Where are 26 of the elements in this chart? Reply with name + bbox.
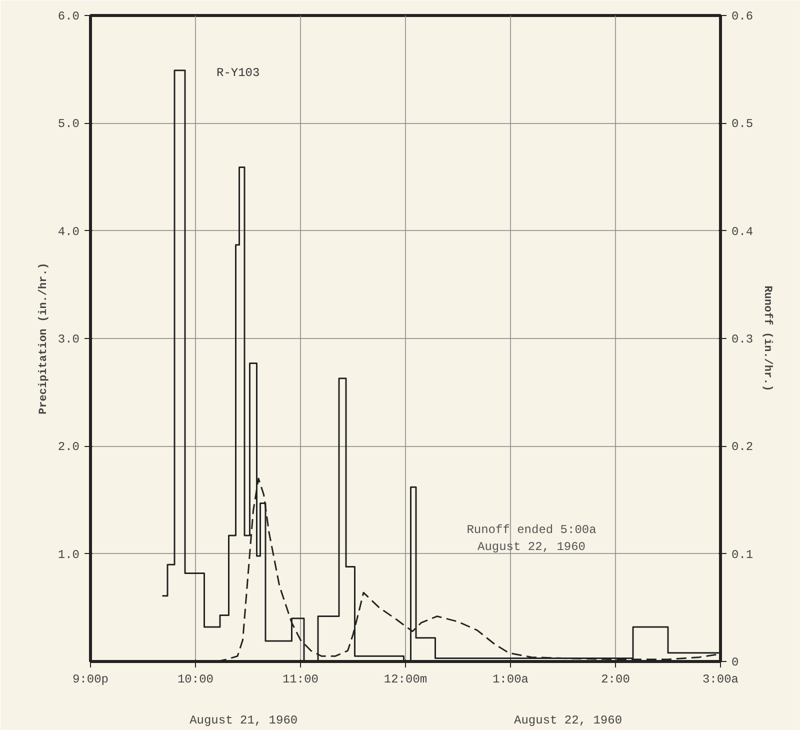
- x-tick-label: 12:00m: [384, 672, 428, 686]
- y2-tick-label: 0.2: [732, 440, 754, 454]
- y2-axis-title: Runoff (in./hr.): [761, 286, 774, 392]
- y-tick-label: 1.0: [58, 548, 80, 562]
- x-tick-label: 9:00p: [72, 672, 109, 686]
- x-tick-label: 1:00a: [492, 672, 529, 686]
- x-tick-label: 2:00: [601, 672, 630, 686]
- x-tick-label: 3:00a: [702, 672, 739, 686]
- y2-tick-label: 0.5: [732, 117, 754, 132]
- annotation: R-Y103: [216, 66, 260, 80]
- y-tick-label: 3.0: [58, 332, 80, 346]
- text: August 22, 1960: [514, 714, 622, 728]
- text: August 21, 1960: [190, 714, 298, 728]
- y2-tick-label: 0.4: [732, 224, 754, 239]
- y-tick-label: 4.0: [58, 224, 80, 239]
- y-tick-label: 2.0: [58, 440, 80, 454]
- y-axis-title: Precipitation (in./hr.): [38, 262, 50, 414]
- y2-tick-label: 0.3: [732, 332, 754, 346]
- y2-tick-label: 0.6: [732, 10, 754, 24]
- x-tick-label: 11:00: [282, 672, 319, 686]
- y2-tick-label: 0.1: [732, 548, 754, 562]
- y-tick-label: 6.0: [58, 10, 80, 24]
- y2-tick-label: 0: [732, 656, 739, 670]
- annotation: Runoff ended 5:00a August 22, 1960: [466, 523, 596, 554]
- y-tick-label: 5.0: [58, 117, 80, 132]
- x-tick-label: 10:00: [177, 672, 214, 686]
